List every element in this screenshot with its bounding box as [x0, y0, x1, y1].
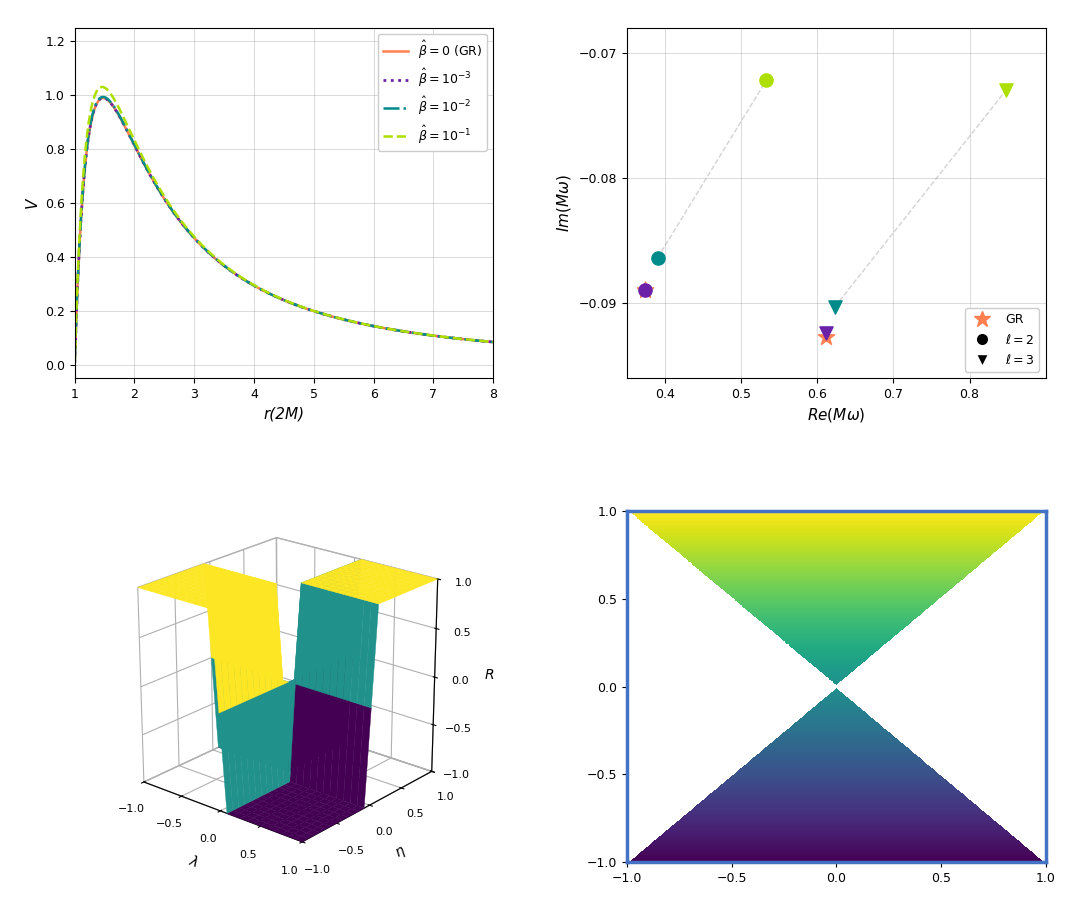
Point [649, 250, 666, 265]
Point [826, 300, 843, 315]
Y-axis label: $\eta$: $\eta$ [393, 844, 409, 862]
Point [758, 72, 775, 87]
Legend: GR, $\ell = 2$, $\ell = 3$: GR, $\ell = 2$, $\ell = 3$ [965, 308, 1039, 372]
X-axis label: $Re(M\omega)$: $Re(M\omega)$ [807, 406, 865, 425]
X-axis label: r(2M): r(2M) [264, 406, 304, 422]
X-axis label: $\lambda$: $\lambda$ [187, 853, 201, 870]
Legend: $\hat{\beta} = 0$ (GR), $\hat{\beta} = 10^{-3}$, $\hat{\beta} = 10^{-2}$, $\hat{: $\hat{\beta} = 0$ (GR), $\hat{\beta} = 1… [378, 34, 487, 150]
Y-axis label: $Im(M\omega)$: $Im(M\omega)$ [555, 174, 573, 232]
Y-axis label: V: V [25, 198, 39, 208]
Point [817, 329, 834, 344]
Point [817, 326, 834, 340]
Point [637, 283, 654, 298]
Point [998, 83, 1015, 97]
Point [637, 282, 654, 297]
